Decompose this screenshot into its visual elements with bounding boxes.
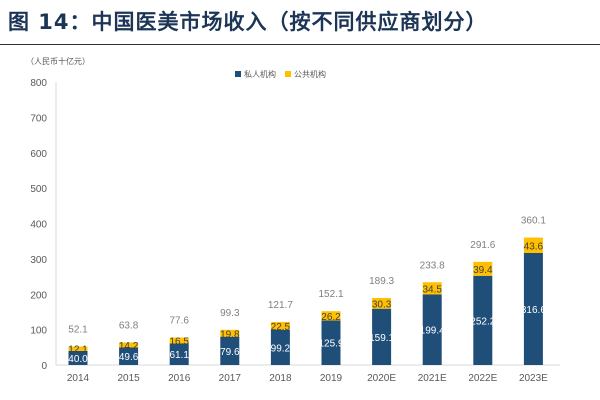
bar-public xyxy=(68,346,88,351)
total-label: 152.1 xyxy=(318,289,343,300)
data-label-public: 34.5 xyxy=(422,284,442,295)
total-label: 77.6 xyxy=(169,316,189,327)
x-tick-label: 2019 xyxy=(320,373,343,384)
bar-public xyxy=(169,337,189,344)
data-label-public: 14.2 xyxy=(119,341,139,352)
x-tick-label: 2014 xyxy=(67,373,90,384)
data-label-public: 39.4 xyxy=(473,265,493,276)
data-label-public: 22.5 xyxy=(271,322,291,333)
x-tick-label: 2023E xyxy=(519,373,548,384)
bar-public xyxy=(321,311,341,321)
y-tick-label: 700 xyxy=(30,113,47,124)
bar-public xyxy=(270,321,290,330)
y-axis-unit-label: （人民币十亿元） xyxy=(26,57,90,66)
bar-private xyxy=(68,350,88,365)
total-label: 63.8 xyxy=(119,320,139,331)
bar-private xyxy=(220,336,240,365)
legend-label: 私人机构 xyxy=(244,69,276,79)
bar-public xyxy=(523,237,543,254)
legend-swatch-private xyxy=(235,71,241,77)
bar-public xyxy=(372,297,392,309)
x-tick-label: 2021E xyxy=(418,373,447,384)
bar-public xyxy=(473,261,493,276)
data-label-private: 79.6 xyxy=(220,347,240,358)
data-label-public: 19.8 xyxy=(220,329,240,340)
bar-private xyxy=(523,253,543,365)
bar-private xyxy=(422,294,442,365)
legend-swatch-public xyxy=(285,71,291,77)
data-label-private: 49.6 xyxy=(119,352,139,363)
x-tick-label: 2020E xyxy=(367,373,396,384)
bar-public xyxy=(422,282,442,295)
bar-private xyxy=(119,347,139,365)
total-label: 99.3 xyxy=(220,308,240,319)
total-label: 52.1 xyxy=(68,325,88,336)
data-label-private: 199.4 xyxy=(420,326,445,337)
y-tick-label: 400 xyxy=(30,220,47,231)
data-label-private: 40.0 xyxy=(68,354,88,365)
y-tick-label: 600 xyxy=(30,149,47,160)
bar-private xyxy=(321,320,341,365)
bar-private xyxy=(169,343,189,365)
total-label: 291.6 xyxy=(470,240,495,251)
total-label: 360.1 xyxy=(521,216,546,227)
bar-private xyxy=(473,275,493,365)
x-tick-label: 2018 xyxy=(269,373,292,384)
total-label: 233.8 xyxy=(420,260,445,271)
title-divider xyxy=(0,44,600,45)
bar-public xyxy=(220,329,240,337)
total-label: 189.3 xyxy=(369,276,394,287)
total-label: 121.7 xyxy=(268,300,293,311)
legend-label: 公共机构 xyxy=(294,69,326,79)
bar-private xyxy=(270,329,290,365)
data-label-public: 12.1 xyxy=(68,345,88,356)
data-label-private: 316.6 xyxy=(521,305,546,316)
y-tick-label: 200 xyxy=(30,290,47,301)
chart-title: 图 14：中国医美市场收入（按不同供应商划分） xyxy=(8,10,488,34)
x-tick-label: 2022E xyxy=(468,373,497,384)
y-tick-label: 500 xyxy=(30,184,47,195)
y-tick-label: 0 xyxy=(41,361,47,372)
data-label-private: 252.2 xyxy=(470,316,495,327)
data-label-public: 26.2 xyxy=(321,312,341,323)
data-label-private: 159.1 xyxy=(369,333,394,344)
y-tick-label: 800 xyxy=(30,78,47,89)
data-label-public: 30.3 xyxy=(372,299,392,310)
bar-public xyxy=(119,342,139,348)
bar-private xyxy=(372,308,392,365)
x-tick-label: 2015 xyxy=(117,373,140,384)
data-label-private: 61.1 xyxy=(169,350,189,361)
data-label-private: 99.2 xyxy=(271,343,291,354)
x-tick-label: 2017 xyxy=(219,373,242,384)
data-label-public: 16.5 xyxy=(169,336,189,347)
x-tick-label: 2016 xyxy=(168,373,191,384)
data-label-public: 43.6 xyxy=(524,241,544,252)
y-tick-label: 300 xyxy=(30,255,47,266)
data-label-private: 125.9 xyxy=(318,339,343,350)
y-tick-label: 100 xyxy=(30,326,47,337)
